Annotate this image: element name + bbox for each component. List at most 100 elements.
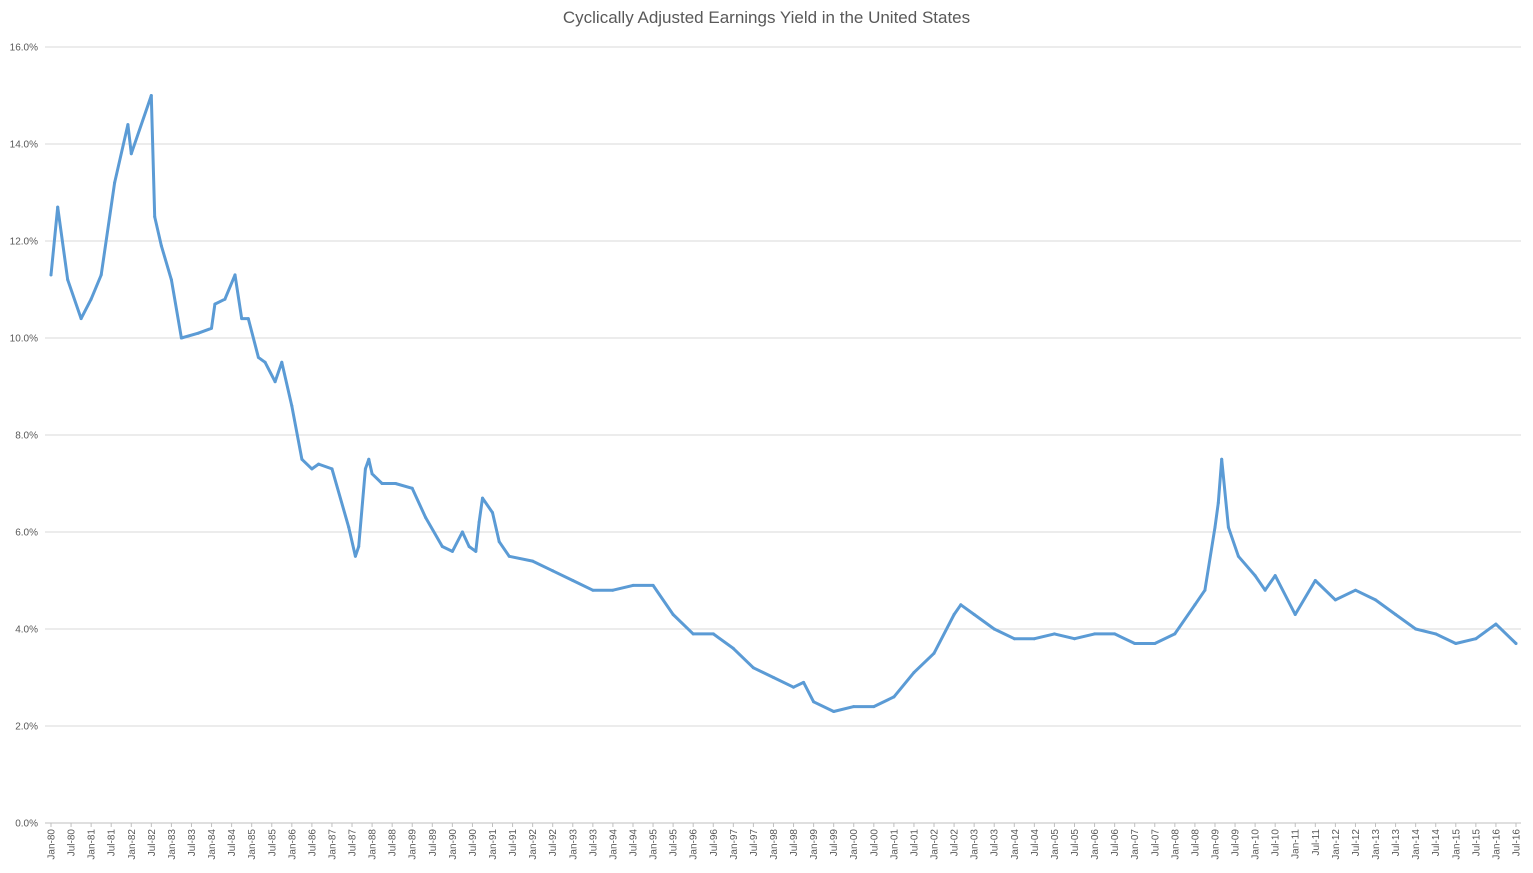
data-point (731, 646, 735, 650)
data-point (280, 360, 284, 364)
data-point (66, 278, 70, 282)
x-tick-label: Jul-82 (147, 829, 158, 857)
data-point (1073, 637, 1076, 641)
data-point (1236, 554, 1240, 558)
x-tick-label: Jan-84 (207, 829, 218, 860)
data-point (357, 545, 361, 548)
data-point (213, 302, 217, 306)
x-tick-label: Jan-00 (849, 829, 860, 860)
data-point (353, 554, 357, 558)
x-tick-label: Jul-93 (588, 829, 599, 857)
x-tick-label: Jul-02 (950, 829, 961, 857)
data-point (460, 530, 464, 534)
x-tick-label: Jan-86 (287, 829, 298, 860)
data-point (802, 680, 806, 684)
x-tick-label: Jul-03 (990, 829, 1001, 857)
x-tick-label: Jul-80 (67, 829, 78, 857)
y-tick-label: 10.0% (10, 334, 38, 345)
x-tick-label: Jan-03 (970, 829, 981, 860)
data-point (551, 569, 555, 573)
x-tick-label: Jul-92 (548, 829, 559, 857)
x-tick-label: Jan-08 (1170, 829, 1181, 860)
x-tick-label: Jul-08 (1190, 829, 1201, 857)
data-point (611, 588, 615, 592)
x-tick-label: Jul-07 (1150, 829, 1161, 857)
x-tick-label: Jan-97 (729, 829, 740, 860)
data-point (1333, 598, 1337, 602)
x-tick-label: Jul-10 (1271, 829, 1282, 857)
data-point (932, 651, 936, 655)
data-point (273, 380, 277, 384)
x-tick-label: Jul-05 (1070, 829, 1081, 857)
x-tick-label: Jan-94 (608, 829, 619, 860)
x-tick-label: Jul-99 (829, 829, 840, 857)
x-tick-label: Jan-81 (87, 829, 98, 860)
data-point (691, 632, 695, 636)
x-tick-label: Jul-98 (789, 829, 800, 857)
data-point (892, 695, 896, 699)
data-point (347, 525, 351, 529)
x-tick-label: Jan-07 (1130, 829, 1141, 860)
data-point (832, 710, 836, 713)
x-tick-label: Jan-99 (809, 829, 820, 860)
x-tick-label: Jan-83 (167, 829, 178, 860)
data-point (1093, 632, 1097, 636)
gridlines (45, 46, 1521, 824)
data-point (1203, 588, 1207, 592)
x-tick-label: Jan-16 (1491, 829, 1502, 860)
data-point (410, 486, 414, 490)
x-tick-label: Jul-12 (1351, 829, 1362, 857)
y-tick-label: 2.0% (15, 722, 38, 733)
x-tick-label: Jul-84 (227, 829, 238, 857)
x-tick-label: Jul-94 (628, 829, 639, 857)
x-tick-label: Jan-85 (247, 829, 258, 860)
data-point (1434, 632, 1438, 636)
x-tick-label: Jul-04 (1030, 829, 1041, 857)
data-point (129, 152, 133, 156)
data-point (169, 278, 173, 282)
data-point (1213, 525, 1217, 529)
data-point (711, 632, 715, 636)
x-tick-label: Jan-80 (47, 829, 58, 860)
data-point (1394, 613, 1398, 616)
data-point (952, 613, 956, 616)
data-point (507, 554, 511, 558)
data-point (1293, 613, 1297, 616)
data-point (651, 583, 655, 587)
x-tick-label: Jul-83 (187, 829, 198, 857)
x-tick-label: Jan-95 (649, 829, 660, 860)
data-point (959, 603, 963, 607)
data-point (370, 472, 374, 476)
data-point (79, 317, 83, 321)
x-axis: Jan-80 Jul-80 Jan-81 Jul-81 Jan-82 Jul-82 Jan-… (47, 823, 1523, 860)
data-point (477, 520, 481, 524)
data-point (872, 705, 876, 709)
x-tick-label: Jan-02 (930, 829, 941, 860)
data-point (972, 613, 976, 616)
x-tick-label: Jul-16 (1512, 829, 1523, 857)
data-point (631, 583, 635, 587)
series (49, 94, 1518, 713)
data-point (223, 297, 227, 301)
x-tick-label: Jul-96 (709, 829, 720, 857)
data-point (89, 297, 93, 301)
y-tick-label: 8.0% (15, 431, 38, 442)
x-tick-label: Jan-11 (1291, 829, 1302, 859)
data-point (1220, 457, 1224, 461)
data-point (474, 549, 478, 553)
data-point (1414, 627, 1418, 631)
y-tick-label: 16.0% (10, 43, 38, 54)
data-point (153, 215, 157, 219)
data-point (751, 666, 755, 670)
y-tick-label: 0.0% (15, 819, 38, 830)
data-point (772, 676, 775, 679)
data-point (812, 700, 816, 704)
data-point (290, 404, 294, 408)
data-point (1354, 588, 1357, 592)
x-tick-label: Jul-87 (348, 829, 359, 857)
x-tick-label: Jan-91 (488, 829, 499, 860)
x-tick-label: Jan-92 (528, 829, 539, 860)
data-point (310, 467, 314, 471)
data-point (233, 273, 237, 277)
x-tick-label: Jul-13 (1391, 829, 1402, 857)
